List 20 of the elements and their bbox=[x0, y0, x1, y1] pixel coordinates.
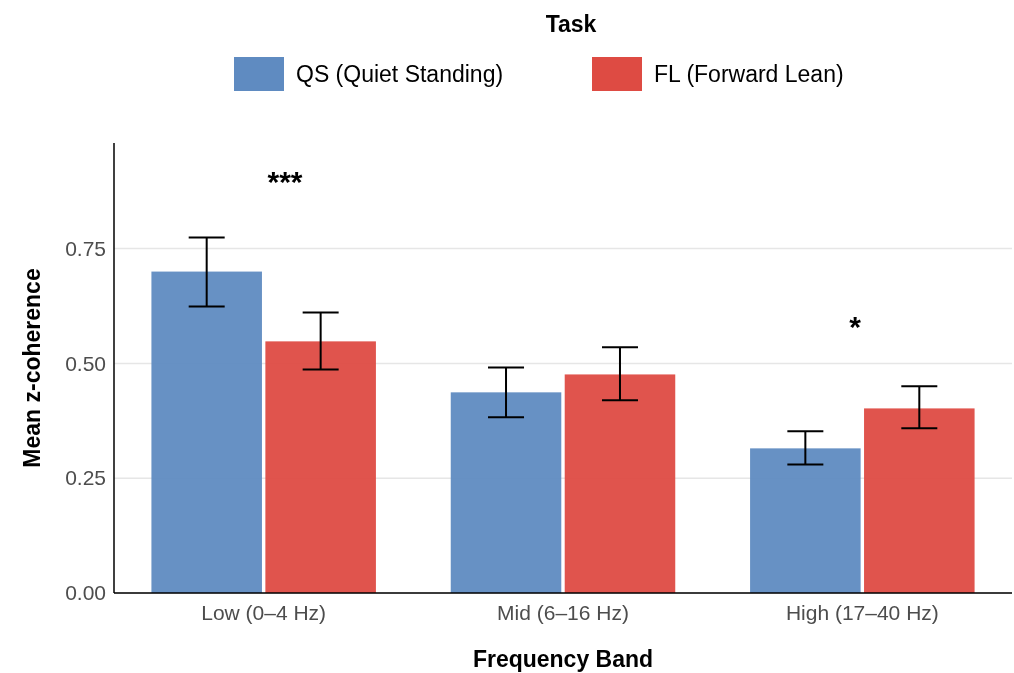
y-axis-title: Mean z-coherence bbox=[19, 268, 45, 468]
y-tick-label: 0.25 bbox=[65, 466, 106, 490]
y-tick-label: 0.50 bbox=[65, 351, 106, 375]
bar bbox=[450, 392, 562, 593]
legend-label: FL (Forward Lean) bbox=[654, 61, 844, 87]
y-tick-label: 0.00 bbox=[65, 581, 106, 605]
bar bbox=[750, 448, 861, 593]
bar bbox=[151, 271, 262, 593]
bar bbox=[564, 374, 676, 593]
legend-title: Task bbox=[545, 11, 597, 37]
y-tick-label: 0.75 bbox=[65, 236, 106, 260]
legend-label: QS (Quiet Standing) bbox=[296, 61, 504, 87]
x-tick-label: Low (0–4 Hz) bbox=[201, 600, 327, 624]
x-tick-label: Mid (6–16 Hz) bbox=[497, 600, 629, 624]
x-axis-title: Frequency Band bbox=[472, 646, 654, 672]
bar bbox=[265, 341, 376, 593]
annotation: * bbox=[849, 310, 862, 343]
bar bbox=[864, 408, 975, 593]
annotation: *** bbox=[267, 165, 303, 198]
x-tick-label: High (17–40 Hz) bbox=[785, 600, 939, 624]
